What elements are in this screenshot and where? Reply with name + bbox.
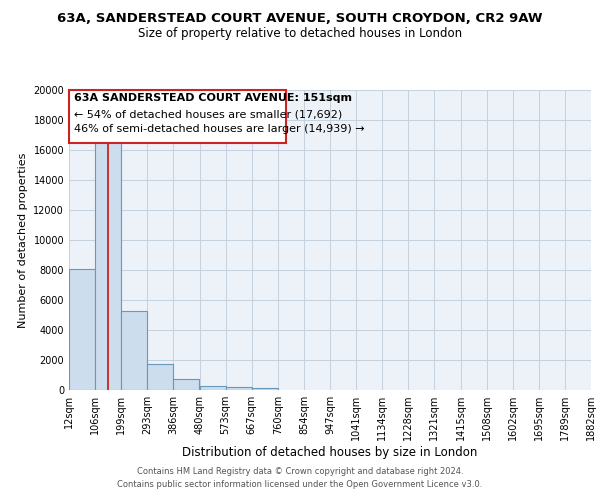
Y-axis label: Number of detached properties: Number of detached properties [18,152,28,328]
Text: ← 54% of detached houses are smaller (17,692): ← 54% of detached houses are smaller (17… [74,110,343,120]
Text: 63A, SANDERSTEAD COURT AVENUE, SOUTH CROYDON, CR2 9AW: 63A, SANDERSTEAD COURT AVENUE, SOUTH CRO… [57,12,543,26]
Bar [226,387,251,390]
X-axis label: Distribution of detached houses by size in London: Distribution of detached houses by size … [182,446,478,459]
Bar [252,388,278,390]
Bar [121,310,147,390]
Text: 63A SANDERSTEAD COURT AVENUE: 151sqm: 63A SANDERSTEAD COURT AVENUE: 151sqm [74,93,352,103]
Bar [173,379,199,390]
Text: Size of property relative to detached houses in London: Size of property relative to detached ho… [138,28,462,40]
Bar [148,364,173,390]
Bar [69,268,95,390]
Bar [200,386,226,390]
Text: Contains public sector information licensed under the Open Government Licence v3: Contains public sector information licen… [118,480,482,489]
Bar [95,142,121,390]
Text: 46% of semi-detached houses are larger (14,939) →: 46% of semi-detached houses are larger (… [74,124,365,134]
FancyBboxPatch shape [69,90,286,142]
Text: Contains HM Land Registry data © Crown copyright and database right 2024.: Contains HM Land Registry data © Crown c… [137,467,463,476]
